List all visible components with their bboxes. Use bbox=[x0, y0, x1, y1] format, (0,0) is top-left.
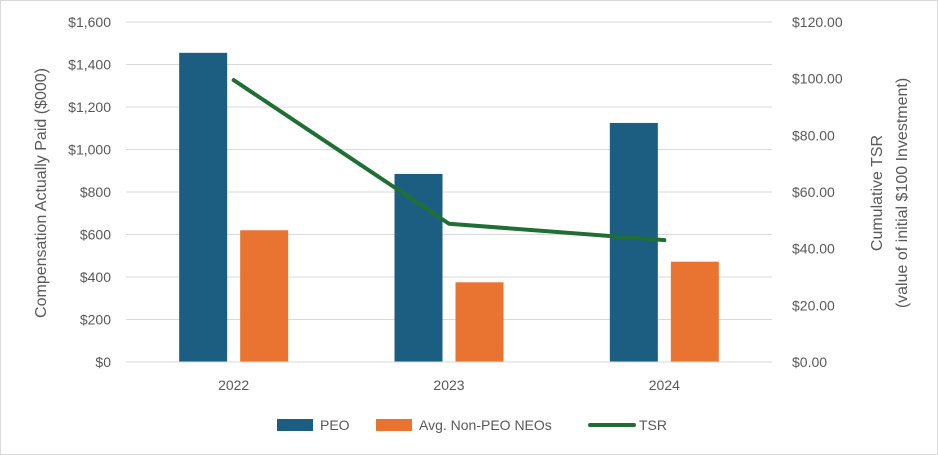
bar-avg-non-peo-neos-2024 bbox=[670, 261, 719, 362]
y-tick-label: $1,000 bbox=[68, 142, 111, 158]
bars bbox=[126, 52, 772, 363]
bar-avg-non-peo-neos-2022 bbox=[240, 230, 289, 362]
bar-peo-2024 bbox=[609, 122, 658, 362]
x-tick-label: 2024 bbox=[649, 377, 680, 393]
bar-peo-2022 bbox=[179, 52, 228, 362]
y2-axis-title-line2: (value of initial $100 Investment) bbox=[894, 78, 911, 308]
legend: PEO Avg. Non-PEO NEOs TSR bbox=[277, 417, 667, 433]
y2-tick-label: $80.00 bbox=[792, 127, 835, 143]
y2-tick-label: $120.00 bbox=[792, 14, 843, 30]
y-tick-label: $1,400 bbox=[68, 57, 111, 73]
y-tick-label: $1,200 bbox=[68, 99, 111, 115]
bar-avg-non-peo-neos-2023 bbox=[455, 282, 504, 362]
legend-label: PEO bbox=[320, 417, 350, 433]
y-axis-title: Compensation Actually Paid ($000) bbox=[33, 68, 50, 318]
y-tick-label: $200 bbox=[80, 312, 111, 328]
y-tick-label: $0 bbox=[95, 354, 111, 370]
y2-tick-label: $0.00 bbox=[792, 354, 827, 370]
x-tick-label: 2023 bbox=[433, 377, 464, 393]
y2-tick-label: $60.00 bbox=[792, 184, 835, 200]
y2-tick-label: $40.00 bbox=[792, 241, 835, 257]
legend-label: TSR bbox=[639, 417, 667, 433]
y-tick-label: $800 bbox=[80, 184, 111, 200]
y-tick-label: $600 bbox=[80, 227, 111, 243]
tsr-line bbox=[231, 78, 667, 243]
x-tick-label: 2022 bbox=[218, 377, 249, 393]
right-axis-ticks: $0.00 $20.00 $40.00 $60.00 $80.00 $100.00 $120… bbox=[792, 14, 843, 370]
y-tick-label: $1,600 bbox=[68, 14, 111, 30]
legend-label: Avg. Non-PEO NEOs bbox=[419, 417, 552, 433]
y2-tick-label: $20.00 bbox=[792, 297, 835, 313]
x-axis-ticks: 2022 2023 2024 bbox=[218, 377, 680, 393]
y2-tick-label: $100.00 bbox=[792, 71, 843, 87]
left-axis-ticks: $0 $200 $400 $600 $800 $1,000 $1,200 $1,400 $1,6… bbox=[68, 14, 111, 370]
legend-swatch bbox=[277, 419, 313, 431]
tsr-line-layer bbox=[231, 78, 667, 243]
legend-swatch bbox=[376, 419, 412, 431]
y-tick-label: $400 bbox=[80, 269, 111, 285]
y2-axis-title-line1: Cumulative TSR bbox=[869, 135, 886, 251]
